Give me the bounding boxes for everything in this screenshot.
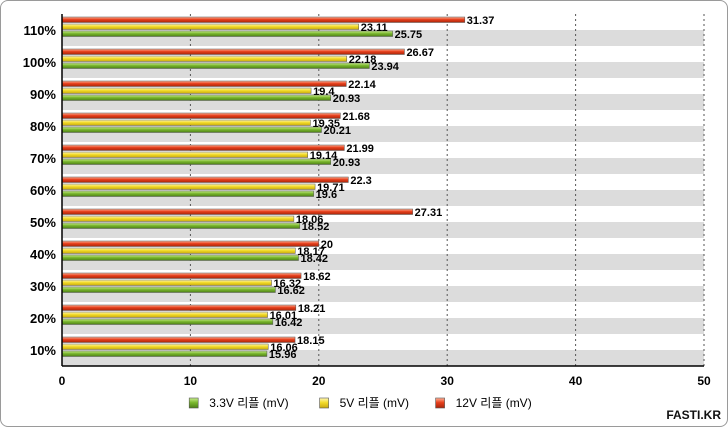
bar <box>61 311 268 318</box>
data-label: 18.15 <box>297 335 325 347</box>
bar <box>61 254 299 261</box>
y-tick-label: 30% <box>30 279 56 294</box>
bar <box>61 119 311 126</box>
bar <box>61 151 309 158</box>
data-label: 23.94 <box>371 61 399 73</box>
data-label: 31.37 <box>467 15 495 27</box>
bar <box>61 215 295 222</box>
legend-swatch <box>319 397 329 409</box>
bar <box>61 80 347 87</box>
data-label: 19.4 <box>313 86 335 98</box>
x-tick-label: 50 <box>697 374 711 388</box>
legend-label: 12V 리플 (mV) <box>456 396 532 410</box>
x-tick-label: 30 <box>441 374 455 388</box>
data-label: 22.14 <box>348 79 376 91</box>
x-tick-label: 40 <box>569 374 583 388</box>
data-label: 26.67 <box>406 47 434 59</box>
bar <box>61 240 320 247</box>
data-label: 22.3 <box>350 175 371 187</box>
legend-label: 5V 리플 (mV) <box>340 396 409 410</box>
data-label: 19.6 <box>316 189 337 201</box>
data-label: 27.31 <box>415 207 443 219</box>
data-label: 20.93 <box>333 157 361 169</box>
x-tick-label: 10 <box>184 374 198 388</box>
y-tick-label: 80% <box>30 119 56 134</box>
bar <box>61 158 331 165</box>
data-label: 18.62 <box>303 271 331 283</box>
bar <box>61 343 269 350</box>
data-label: 18.52 <box>302 221 330 233</box>
bar <box>61 112 341 119</box>
data-label: 18.21 <box>298 303 326 315</box>
data-label: 21.99 <box>346 143 374 155</box>
data-label: 16.01 <box>270 310 298 322</box>
data-label: 16.06 <box>270 342 298 354</box>
y-tick-label: 110% <box>23 23 56 38</box>
bars <box>61 16 466 357</box>
data-label: 20.21 <box>323 125 351 137</box>
data-label: 16.32 <box>274 278 302 290</box>
bar <box>61 222 301 229</box>
data-label: 21.68 <box>342 111 370 123</box>
bar <box>61 208 413 215</box>
data-labels: 18.15 18.21 18.62 20 27.31 22.3 21.99 21.68 22.1… <box>269 15 494 361</box>
bar <box>61 318 274 325</box>
data-label: 18.17 <box>297 246 325 258</box>
bar <box>61 350 268 357</box>
y-tick-label: 90% <box>30 87 56 102</box>
bar <box>61 144 345 151</box>
bar <box>61 62 370 69</box>
legend-swatch <box>188 397 199 409</box>
data-label: 18.06 <box>296 214 324 226</box>
bar <box>61 30 393 37</box>
bar <box>61 23 359 30</box>
bar <box>61 87 312 94</box>
data-label: 20.93 <box>333 93 361 105</box>
bar <box>61 176 349 183</box>
bar <box>61 286 276 293</box>
bar <box>61 279 272 286</box>
legend-label: 3.3V 리플 (mV) <box>209 396 288 410</box>
watermark: FASTI.KR <box>666 408 721 422</box>
y-tick-label: 40% <box>30 247 56 262</box>
bar <box>61 336 296 343</box>
data-label: 22.18 <box>349 54 377 66</box>
gridlines <box>189 14 705 366</box>
bar <box>61 94 331 101</box>
x-tick-label: 20 <box>312 374 326 388</box>
bar <box>61 55 348 62</box>
y-tick-label: 50% <box>30 215 56 230</box>
data-label: 23.11 <box>361 22 388 34</box>
x-tick-label: 0 <box>59 374 66 388</box>
bar <box>61 183 316 190</box>
y-tick-label: 60% <box>30 183 56 198</box>
legend: 3.3V 리플 (mV) 5V 리플 (mV) 12V 리플 (mV) <box>188 396 532 410</box>
data-label: 19.35 <box>312 118 340 130</box>
data-label: 25.75 <box>395 29 423 41</box>
data-label: 18.42 <box>301 253 329 265</box>
data-label: 19.14 <box>310 150 338 162</box>
bar <box>61 247 296 254</box>
bar <box>61 304 297 311</box>
bar <box>61 190 314 197</box>
y-tick-label: 10% <box>30 343 56 358</box>
bar <box>61 126 322 133</box>
bar <box>61 272 302 279</box>
axes: 0 10 20 30 40 50 10% 20% 30% 40% 50% 60% 70% 80% 90% 10… <box>23 14 711 388</box>
data-label: 16.42 <box>275 317 303 329</box>
y-tick-label: 70% <box>30 151 56 166</box>
data-label: 19.71 <box>317 182 345 194</box>
y-tick-label: 100% <box>23 55 57 70</box>
data-label: 20 <box>321 239 333 251</box>
data-label: 16.62 <box>277 285 305 297</box>
y-tick-label: 20% <box>30 311 56 326</box>
data-label: 15.96 <box>269 349 297 361</box>
bar <box>61 16 466 23</box>
legend-swatch <box>435 397 445 409</box>
